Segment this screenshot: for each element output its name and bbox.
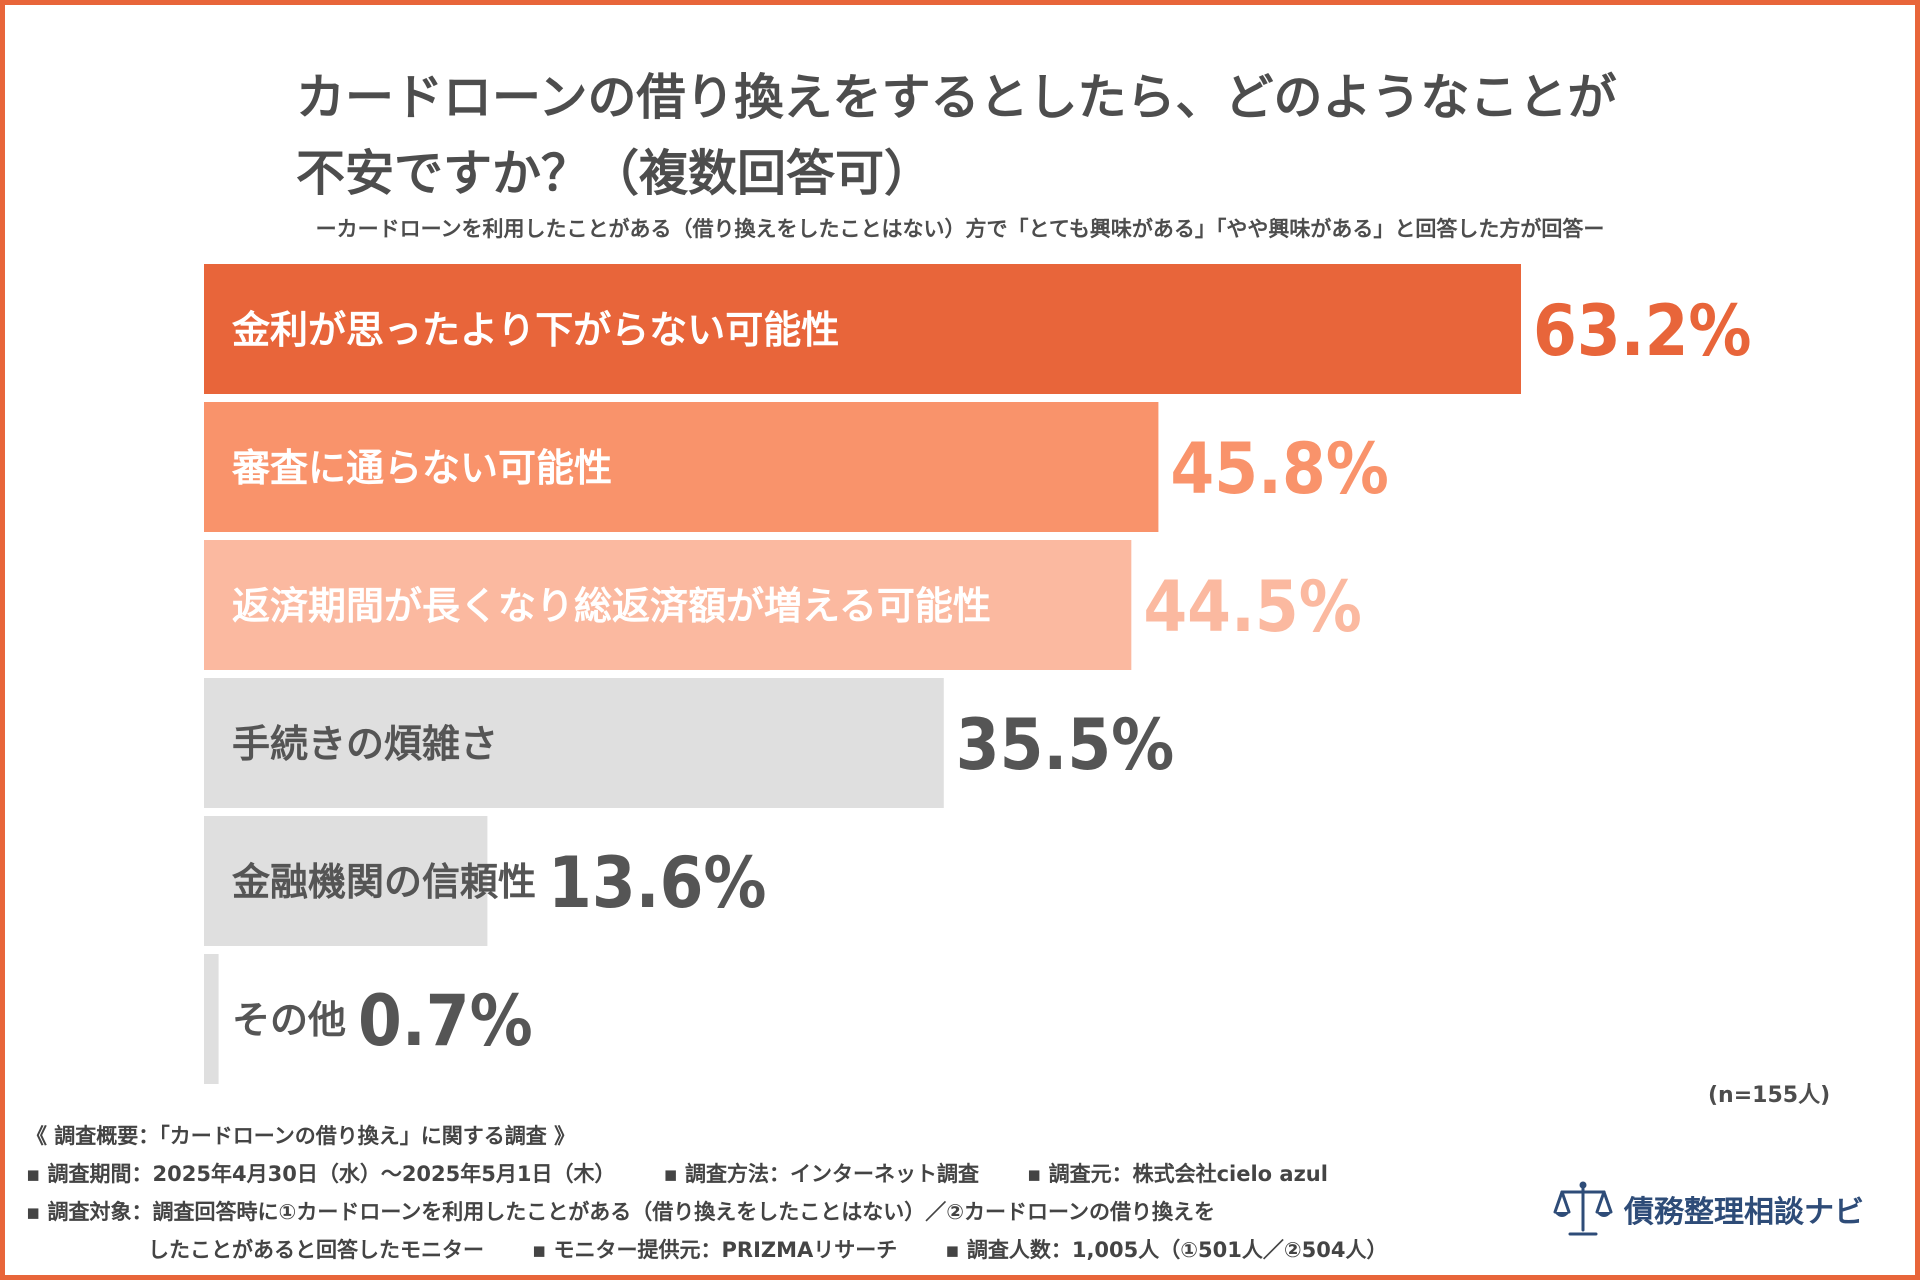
sample-size-note: (n=155人)	[1708, 1083, 1831, 1108]
value-label-2: 44.5%	[1143, 566, 1361, 648]
scales-of-justice-icon	[1553, 1181, 1613, 1236]
value-label-4: 13.6%	[548, 842, 766, 924]
survey-period: ▪ 調査期間：2025年4月30日（水）～2025年5月1日（木）	[26, 1162, 616, 1186]
monitor-provider: ▪ モニター提供元：PRIZMAリサーチ	[532, 1238, 898, 1262]
logo: 債務整理相談ナビ	[1552, 1178, 1864, 1240]
category-label-4: 金融機関の信頼性	[231, 860, 536, 904]
bar-2	[204, 540, 1132, 670]
bar-1	[204, 402, 1159, 532]
bar-chart: 金利が思ったより下がらない可能性 63.2% 審査に通らない可能性 45.8% 返済期間…	[204, 264, 1751, 1084]
bar-0	[204, 264, 1521, 394]
category-label-1: 審査に通らない可能性	[231, 446, 612, 490]
survey-target-cont: したことがあると回答したモニター	[148, 1238, 484, 1262]
survey-footer: 《 調査概要：「カードローンの借り換え」に関する調査 》 ▪ 調査期間：2025…	[26, 1117, 1388, 1269]
chart-title-line1: カードローンの借り換えをするとしたら、どのようなことが	[296, 69, 1617, 126]
value-label-1: 45.8%	[1170, 428, 1388, 510]
footer-line-1: 《 調査概要：「カードローンの借り換え」に関する調査 》	[26, 1124, 576, 1148]
footer-line-4: したことがあると回答したモニター ▪ モニター提供元：PRIZMAリサーチ ▪ 調査…	[26, 1231, 1388, 1269]
logo-text: 債務整理相談ナビ	[1624, 1195, 1864, 1230]
footer-line-3: ▪ 調査対象：調査回答時に①カードローンを利用したことがある（借り換えをしたこと…	[26, 1200, 1215, 1224]
value-label-0: 63.2%	[1533, 290, 1751, 372]
survey-method: ▪ 調査方法：インターネット調査	[663, 1162, 980, 1186]
bar-3	[204, 678, 944, 808]
value-label-3: 35.5%	[956, 704, 1174, 786]
category-label-5: その他	[232, 998, 346, 1042]
bar-5	[204, 954, 219, 1084]
survey-count: ▪ 調査人数：1,005人（①501人／②504人）	[945, 1238, 1388, 1262]
category-label-0: 金利が思ったより下がらない可能性	[231, 308, 839, 352]
survey-source: ▪ 調査元：株式会社cielo azul	[1027, 1162, 1328, 1186]
footer-line-2: ▪ 調査期間：2025年4月30日（水）～2025年5月1日（木） ▪ 調査方法：…	[26, 1155, 1388, 1193]
chart-title-line2: 不安ですか？（複数回答可）	[296, 145, 934, 202]
category-label-2: 返済期間が長くなり総返済額が増える可能性	[232, 584, 991, 628]
value-label-5: 0.7%	[358, 980, 533, 1062]
category-label-3: 手続きの煩雑さ	[232, 722, 498, 766]
bar-4	[204, 816, 488, 946]
chart-title: カードローンの借り換えをするとしたら、どのようなことが 不安ですか？（複数回答可…	[296, 60, 1696, 212]
chart-subtitle: ーカードローンを利用したことがある（借り換えをしたことはない）方で「とても興味が…	[315, 217, 1605, 241]
